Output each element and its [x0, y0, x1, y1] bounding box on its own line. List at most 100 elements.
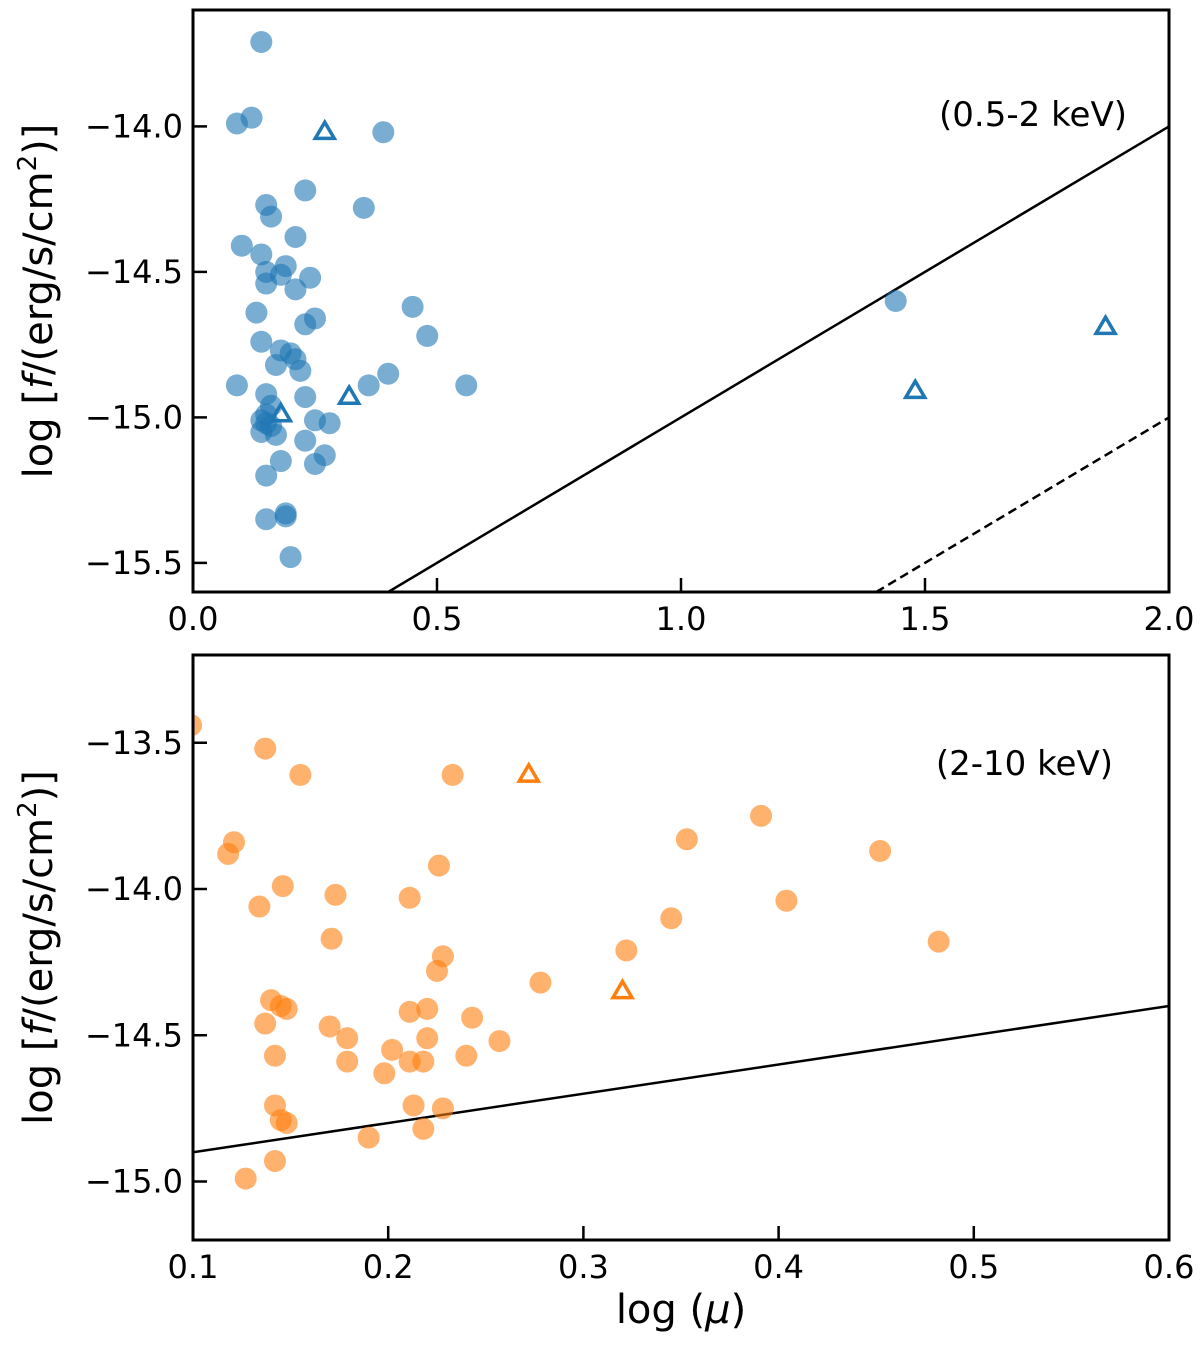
y-axis-label: log [f/(erg/s/cm2)]	[13, 124, 62, 479]
data-point	[398, 1000, 421, 1023]
data-point	[304, 307, 326, 330]
x-tick-label: 0.2	[363, 1248, 414, 1286]
y-tick-label: −15.0	[85, 1163, 183, 1201]
data-point	[263, 1150, 286, 1173]
data-point	[401, 295, 424, 318]
data-point	[675, 828, 698, 851]
data-point	[427, 854, 450, 877]
data-point	[264, 354, 287, 377]
data-point	[336, 1027, 359, 1050]
data-point	[230, 234, 253, 257]
data-point	[412, 1050, 435, 1073]
data-point	[615, 939, 638, 962]
y-tick-label: −13.5	[85, 724, 183, 762]
data-point	[304, 452, 326, 475]
triangle-marker	[902, 377, 928, 400]
data-point	[255, 464, 278, 487]
data-point	[455, 1044, 478, 1067]
y-tick-label: −14.5	[85, 253, 183, 291]
data-point	[373, 1062, 396, 1085]
plot-marks	[193, 714, 1169, 1190]
triangle-marker	[516, 761, 542, 783]
data-point	[357, 374, 380, 397]
data-point	[441, 763, 464, 786]
x-tick-label: 0.1	[168, 1248, 219, 1286]
x-tick-label: 1.5	[900, 600, 951, 638]
panel-soft-band: 0.0 0.5 1.0 1.5 2.0 −14.0 −14.5 −15.0 −15.5 (0.5…	[13, 8, 1195, 638]
dashed-reference-line	[875, 416, 1169, 592]
data-point	[234, 1167, 257, 1190]
data-point	[250, 330, 273, 353]
plot-marks	[225, 31, 1169, 592]
data-point	[398, 886, 421, 909]
data-point	[284, 225, 307, 248]
plot-frame	[191, 8, 1171, 594]
y-tick-label: −15.5	[85, 544, 183, 582]
data-point	[248, 895, 271, 918]
y-tick-label: −14.0	[85, 107, 183, 145]
data-point	[372, 121, 395, 144]
data-point	[289, 763, 312, 786]
x-tick-label: 0.4	[753, 1248, 804, 1286]
data-point	[217, 842, 240, 865]
data-point	[320, 927, 343, 950]
data-point	[461, 1006, 484, 1029]
data-point	[455, 374, 478, 397]
triangle-marker	[268, 401, 294, 423]
data-point	[869, 839, 892, 862]
data-point	[416, 324, 439, 347]
data-point	[279, 546, 302, 569]
triangle-marker	[609, 977, 635, 1000]
data-point	[416, 997, 439, 1020]
data-point	[254, 737, 277, 760]
solid-reference-line	[193, 1004, 1169, 1154]
data-point	[193, 714, 203, 737]
x-tick-label: 1.0	[656, 600, 707, 638]
data-point	[269, 450, 292, 473]
x-tick-label: 0.5	[412, 600, 463, 638]
triangle-marker	[1093, 313, 1119, 336]
data-point	[254, 1012, 277, 1035]
data-point	[660, 907, 683, 930]
data-point	[275, 997, 298, 1020]
data-point	[299, 266, 322, 289]
data-point	[255, 272, 278, 295]
x-tick-label: 0.6	[1144, 1248, 1195, 1286]
data-point	[336, 1050, 359, 1073]
data-point	[488, 1030, 511, 1053]
tick-marks	[191, 125, 1171, 592]
x-axis-label: log (μ)	[616, 1287, 746, 1333]
data-point	[357, 1126, 380, 1149]
data-point	[402, 1094, 425, 1117]
data-point	[284, 278, 307, 301]
triangle-marker	[312, 118, 338, 141]
data-point	[750, 804, 773, 827]
data-point	[294, 179, 317, 202]
tick-labels: 0.0 0.5 1.0 1.5 2.0 −14.0 −14.5 −15.0 −15.5	[85, 107, 1195, 638]
tick-labels: 0.1 0.2 0.3 0.4 0.5 0.6 −13.5 −14.0 −14.5 −15.0	[85, 724, 1195, 1286]
data-point	[263, 1044, 286, 1067]
data-point	[255, 508, 278, 531]
panel-hard-band: 0.1 0.2 0.3 0.4 0.5 0.6 −13.5 −14.0 −14.5 −15.0 (…	[13, 653, 1195, 1333]
data-point	[250, 31, 273, 54]
data-point	[274, 505, 297, 528]
solid-reference-line	[387, 125, 1169, 592]
x-tick-label: 0.0	[168, 600, 219, 638]
data-point	[264, 423, 287, 446]
data-point	[275, 1112, 298, 1134]
data-point	[775, 889, 798, 912]
x-tick-label: 0.3	[558, 1248, 609, 1286]
data-point	[352, 196, 375, 219]
data-point	[381, 1038, 404, 1061]
data-point	[294, 386, 317, 409]
data-point	[245, 301, 268, 324]
band-annotation: (0.5-2 keV)	[939, 95, 1127, 135]
data-point	[318, 412, 341, 435]
data-point	[412, 1117, 435, 1140]
data-point	[377, 362, 400, 385]
plot-frame	[191, 653, 1171, 1242]
data-point	[416, 1027, 439, 1050]
y-tick-label: −14.0	[85, 870, 183, 908]
data-point	[225, 374, 248, 397]
